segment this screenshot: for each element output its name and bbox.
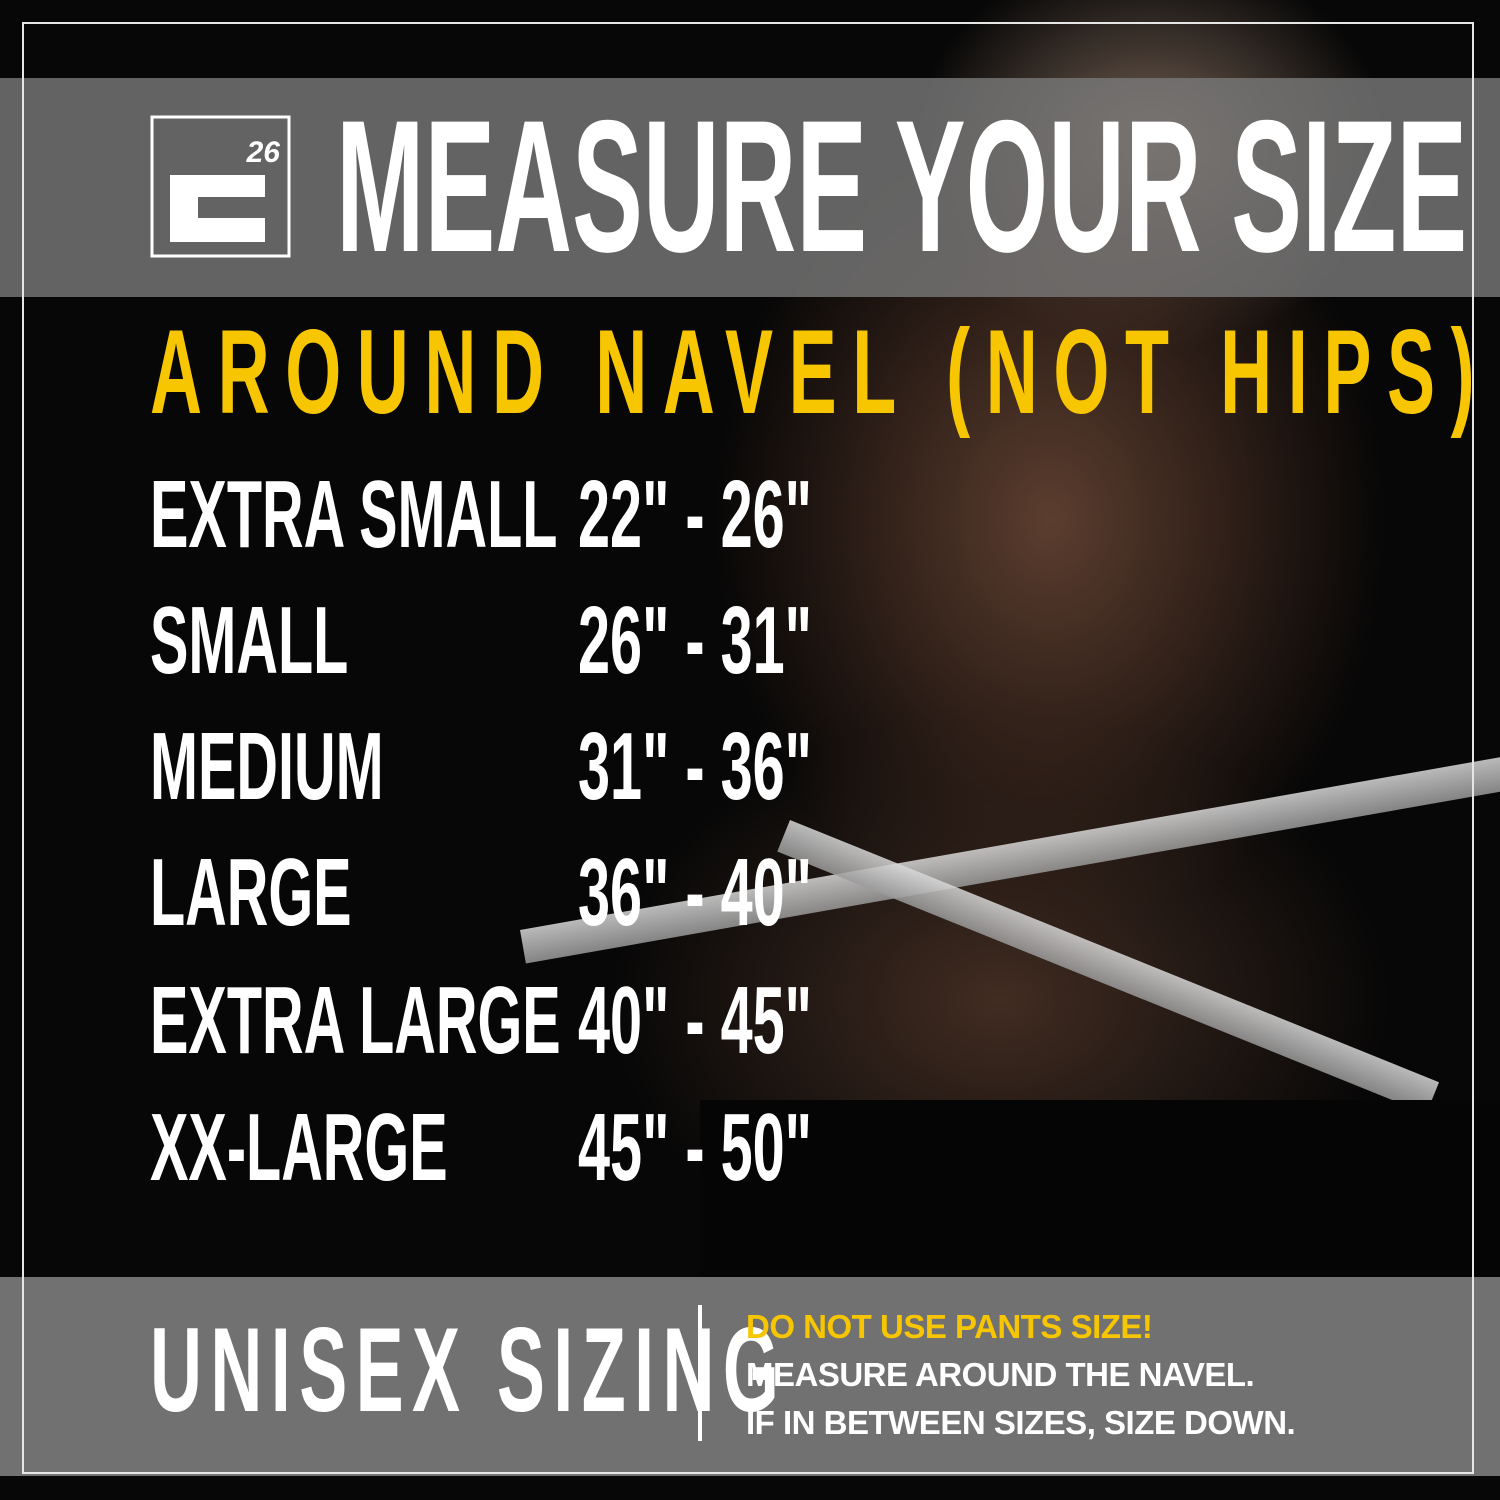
waistband (700, 1100, 1500, 1280)
size-label: EXTRA LARGE (150, 967, 561, 1074)
size-label: XX-LARGE (150, 1094, 448, 1201)
instruction-line-1: MEASURE AROUND THE NAVEL. (746, 1356, 1255, 1393)
size-label: SMALL (150, 587, 349, 694)
size-range: 26" - 31" (578, 587, 812, 694)
footer-band (0, 1277, 1500, 1476)
size-label: MEDIUM (150, 713, 384, 820)
subtitle: AROUND NAVEL (NOT HIPS) (150, 305, 1491, 439)
size-range: 45" - 50" (578, 1094, 812, 1201)
logo-number: 26 (246, 136, 281, 169)
page-title: MEASURE YOUR SIZE (336, 81, 1468, 291)
size-range: 36" - 40" (578, 839, 812, 946)
size-range: 40" - 45" (578, 967, 812, 1074)
instruction-line-2: IF IN BETWEEN SIZES, SIZE DOWN. (746, 1404, 1296, 1441)
size-range: 22" - 26" (578, 461, 812, 568)
unisex-heading: UNISEX SIZING (150, 1303, 788, 1437)
warning-text: DO NOT USE PANTS SIZE! (746, 1308, 1153, 1345)
divider (698, 1305, 702, 1441)
size-label: LARGE (150, 839, 352, 946)
brand-logo: 26 (150, 115, 291, 258)
size-range: 31" - 36" (578, 713, 812, 820)
border-frame (22, 22, 1474, 1474)
size-label: EXTRA SMALL (150, 461, 558, 568)
